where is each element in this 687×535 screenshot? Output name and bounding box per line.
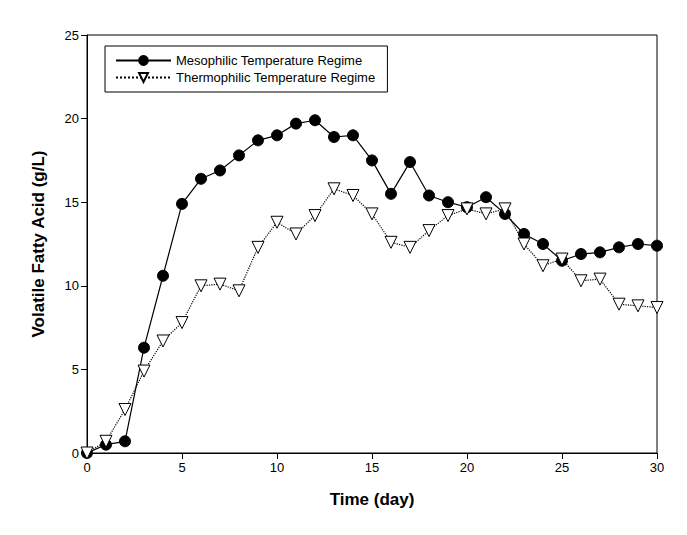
svg-text:20: 20 xyxy=(65,111,79,126)
svg-text:15: 15 xyxy=(365,460,379,475)
svg-text:20: 20 xyxy=(460,460,474,475)
svg-text:Mesophilic Temperature Regime: Mesophilic Temperature Regime xyxy=(176,53,362,68)
svg-text:25: 25 xyxy=(65,28,79,43)
svg-text:10: 10 xyxy=(65,278,79,293)
svg-text:5: 5 xyxy=(72,362,79,377)
svg-text:5: 5 xyxy=(178,460,185,475)
svg-text:0: 0 xyxy=(83,460,90,475)
svg-text:Volatile Fatty Acid (g/L): Volatile Fatty Acid (g/L) xyxy=(29,150,48,337)
svg-text:0: 0 xyxy=(72,446,79,461)
svg-text:Time (day): Time (day) xyxy=(330,490,415,509)
svg-text:10: 10 xyxy=(270,460,284,475)
svg-text:30: 30 xyxy=(650,460,664,475)
svg-text:15: 15 xyxy=(65,195,79,210)
svg-text:25: 25 xyxy=(555,460,569,475)
svg-text:Thermophilic Temperature Regim: Thermophilic Temperature Regime xyxy=(176,70,375,85)
